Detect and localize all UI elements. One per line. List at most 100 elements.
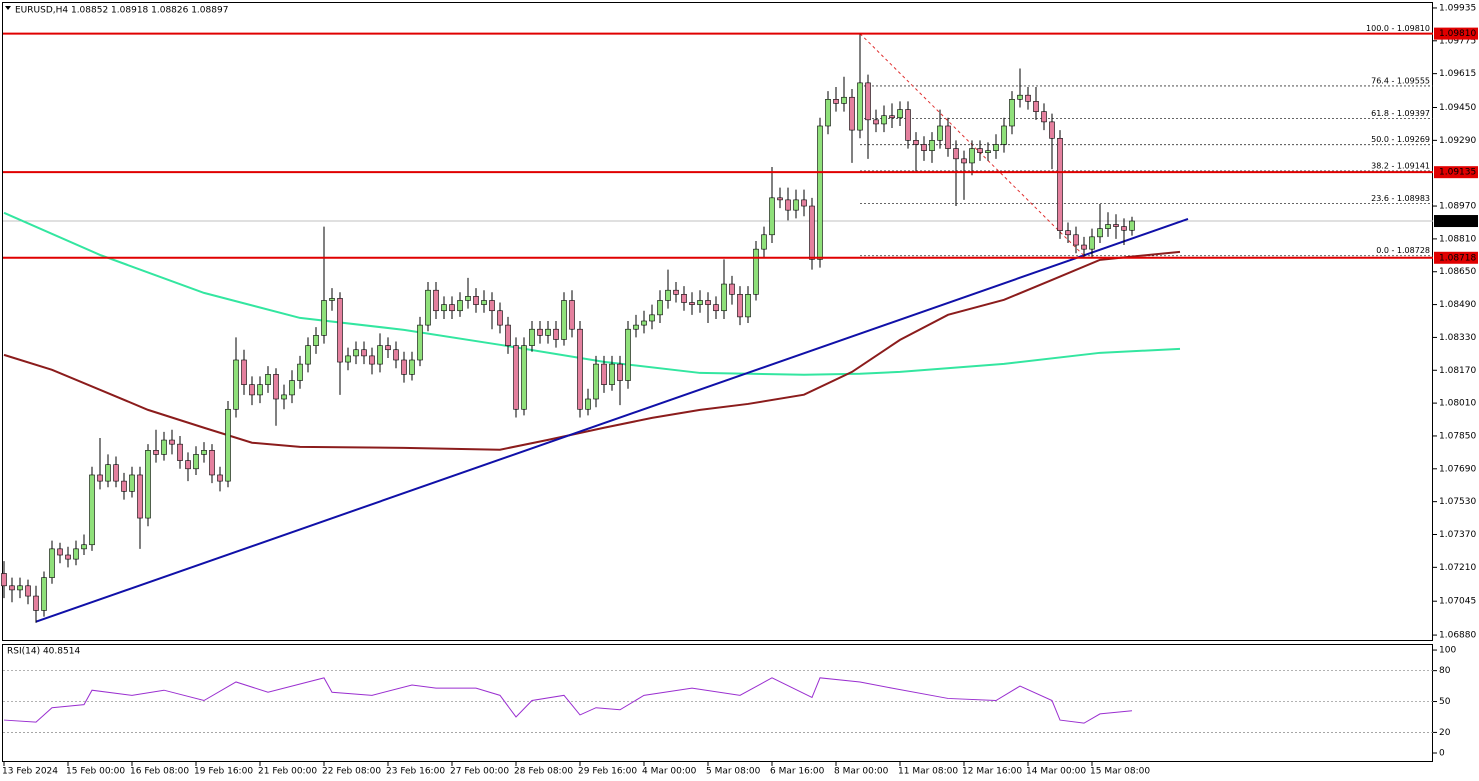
y-tick-label: 1.07850 — [1439, 431, 1476, 441]
x-tick-label: 13 Feb 2024 — [2, 767, 58, 777]
candle-body — [249, 384, 255, 396]
candle-body — [41, 577, 47, 611]
candle-body — [409, 359, 415, 375]
candle-body — [729, 283, 735, 295]
y-tick-label: 1.08490 — [1439, 300, 1476, 310]
candle-body — [945, 125, 951, 149]
y-tick-label: 1.09615 — [1439, 69, 1476, 79]
x-tick-label: 22 Feb 08:00 — [322, 767, 381, 777]
x-tick-label: 8 Mar 00:00 — [834, 767, 889, 777]
candle-body — [369, 355, 375, 365]
candle-body — [145, 450, 151, 519]
candle-body — [153, 450, 159, 455]
fib-label: 50.0 - 1.09269 — [1371, 135, 1430, 144]
current-price-box — [1434, 215, 1478, 228]
candle-body — [377, 345, 383, 365]
candle-body — [825, 99, 831, 127]
x-tick-label: 27 Feb 00:00 — [450, 767, 509, 777]
y-tick-label: 1.08970 — [1439, 202, 1476, 212]
candle-body — [297, 363, 303, 381]
y-tick-label: 1.06880 — [1439, 631, 1476, 641]
level-label: 1.08718 — [1439, 253, 1476, 263]
level-box — [1434, 166, 1478, 179]
candle-body — [417, 324, 423, 361]
candle-body — [1065, 230, 1071, 236]
fib-label: 38.2 - 1.09141 — [1371, 161, 1430, 170]
candle-body — [497, 310, 503, 326]
candle-body — [129, 474, 135, 492]
candle-body — [1113, 224, 1119, 227]
rsi-y-tick-label: 100 — [1439, 646, 1456, 656]
candle-body — [617, 363, 623, 381]
candle-body — [1, 573, 7, 587]
x-tick-label: 12 Mar 16:00 — [962, 767, 1022, 777]
candle-body — [121, 480, 127, 492]
x-tick-label: 23 Feb 16:00 — [386, 767, 445, 777]
y-tick-label: 1.08330 — [1439, 333, 1476, 343]
fib-label: 23.6 - 1.08983 — [1371, 194, 1430, 203]
fib-label: 76.4 - 1.09555 — [1371, 76, 1430, 85]
price-panel-frame — [2, 2, 1433, 641]
candle-body — [921, 144, 927, 151]
x-tick-label: 21 Feb 00:00 — [258, 767, 317, 777]
candle-body — [761, 234, 767, 250]
candle-body — [553, 328, 559, 340]
candle-body — [81, 544, 87, 550]
candle-body — [441, 304, 447, 312]
x-tick-label: 15 Mar 08:00 — [1090, 767, 1150, 777]
candle-body — [1081, 244, 1087, 250]
y-tick-label: 1.09450 — [1439, 103, 1476, 113]
candle-body — [969, 148, 975, 164]
rsi-line — [3, 677, 1133, 724]
x-tick-label: 4 Mar 00:00 — [642, 767, 697, 777]
candle-body — [857, 82, 863, 131]
candle-body — [113, 464, 119, 482]
candle-body — [353, 349, 359, 357]
candle-body — [897, 109, 903, 119]
candle-body — [809, 205, 815, 260]
candle-body — [185, 460, 191, 470]
candle-body — [169, 439, 175, 445]
candle-body — [745, 294, 751, 318]
fib-label: 0.0 - 1.08728 — [1376, 246, 1430, 255]
candle-body — [1121, 226, 1127, 231]
candle-body — [473, 296, 479, 305]
candle-body — [713, 304, 719, 312]
candle-body — [609, 363, 615, 385]
y-tick-label: 1.07045 — [1439, 597, 1476, 607]
candle-body — [65, 554, 71, 560]
candle-body — [1041, 111, 1047, 123]
candle-body — [665, 289, 671, 301]
candle-body — [281, 394, 287, 400]
candle-body — [721, 283, 727, 312]
candle-body — [689, 302, 695, 305]
candle-body — [777, 197, 783, 201]
candle-body — [217, 474, 223, 482]
candle-body — [625, 328, 631, 381]
candle-body — [345, 355, 351, 363]
candle-body — [505, 324, 511, 346]
candle-body — [1089, 236, 1095, 250]
candle-body — [545, 328, 551, 336]
candle-body — [241, 359, 247, 385]
y-tick-label: 1.07690 — [1439, 464, 1476, 474]
candle-body — [961, 158, 967, 164]
candle-body — [193, 454, 199, 470]
candle-body — [1057, 138, 1063, 231]
candle-body — [225, 408, 231, 482]
rsi-panel-frame — [2, 644, 1433, 762]
moving-average — [3, 250, 1181, 451]
candle-body — [569, 300, 575, 330]
candle-body — [33, 595, 39, 611]
candle-body — [649, 314, 655, 322]
y-tick-label: 1.09290 — [1439, 136, 1476, 146]
candle-body — [697, 300, 703, 305]
candle-body — [57, 548, 63, 556]
candle-body — [881, 115, 887, 125]
candle-body — [1097, 228, 1103, 238]
candle-body — [913, 140, 919, 145]
candle-body — [401, 359, 407, 375]
candle-body — [977, 148, 983, 153]
x-tick-label: 14 Mar 00:00 — [1026, 767, 1086, 777]
